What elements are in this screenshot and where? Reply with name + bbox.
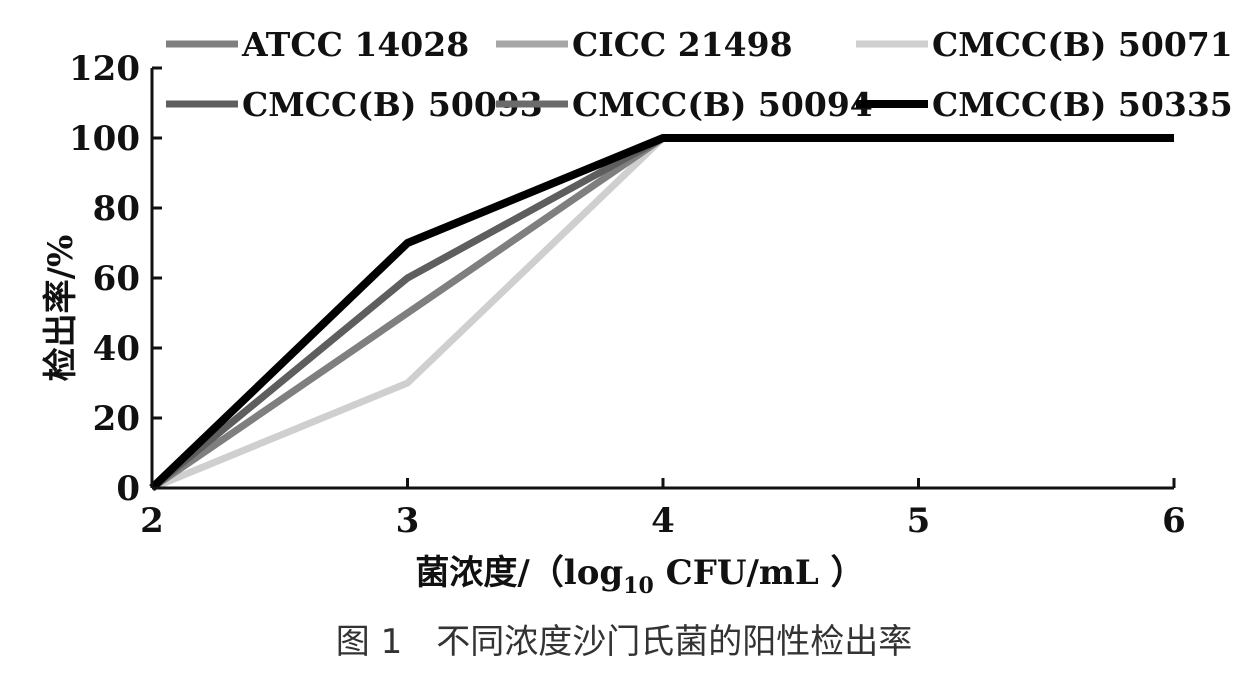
x-tick-label: 3 — [396, 501, 420, 541]
legend-label: CMCC(B) 50071 — [932, 25, 1233, 64]
y-tick-label: 20 — [93, 399, 140, 439]
x-axis-title-main: 菌浓度/（ — [415, 553, 563, 593]
x-tick-label: 4 — [651, 501, 675, 541]
x-tick-label: 2 — [140, 501, 164, 541]
y-tick-label: 0 — [116, 469, 140, 509]
x-axis-title-subscript: 10 — [623, 573, 654, 599]
series-line-1 — [150, 134, 1174, 491]
series-line-5 — [149, 134, 1174, 491]
legend-label: CMCC(B) 50094 — [572, 85, 873, 124]
legend-label: ATCC 14028 — [241, 25, 469, 64]
x-axis-title-unit: CFU/mL ） — [654, 553, 865, 593]
y-axis-title: 检出率/% — [41, 235, 81, 382]
y-tick-label: 60 — [93, 259, 140, 299]
figure-caption: 图 1 不同浓度沙门氏菌的阳性检出率 — [336, 622, 912, 662]
legend-label: CICC 21498 — [572, 25, 793, 64]
x-tick-label: 5 — [907, 501, 931, 541]
series-line-6 — [149, 134, 1174, 491]
y-ticks: 0 20 40 60 80 100 120 — [69, 49, 162, 509]
legend-label: CMCC(B) 50335 — [932, 85, 1233, 124]
y-tick-label: 120 — [69, 49, 140, 89]
series-lines — [149, 134, 1174, 492]
series-line-4 — [149, 134, 1174, 491]
y-tick-label: 100 — [69, 119, 140, 159]
x-axis-title-log: log — [564, 553, 623, 593]
x-tick-label: 6 — [1162, 501, 1186, 541]
y-tick-label: 80 — [93, 189, 140, 229]
series-line-3 — [150, 134, 1174, 492]
x-axis-title: 菌浓度/（log10 CFU/mL ） — [415, 553, 864, 599]
series-line-2 — [150, 134, 1174, 491]
x-ticks: 2 3 4 5 6 — [140, 478, 1186, 541]
legend: ATCC 14028 CICC 21498 CMCC(B) 50071 CMCC(B)… — [166, 25, 1233, 124]
legend-label: CMCC(B) 50093 — [242, 85, 543, 124]
y-tick-label: 40 — [93, 329, 140, 369]
